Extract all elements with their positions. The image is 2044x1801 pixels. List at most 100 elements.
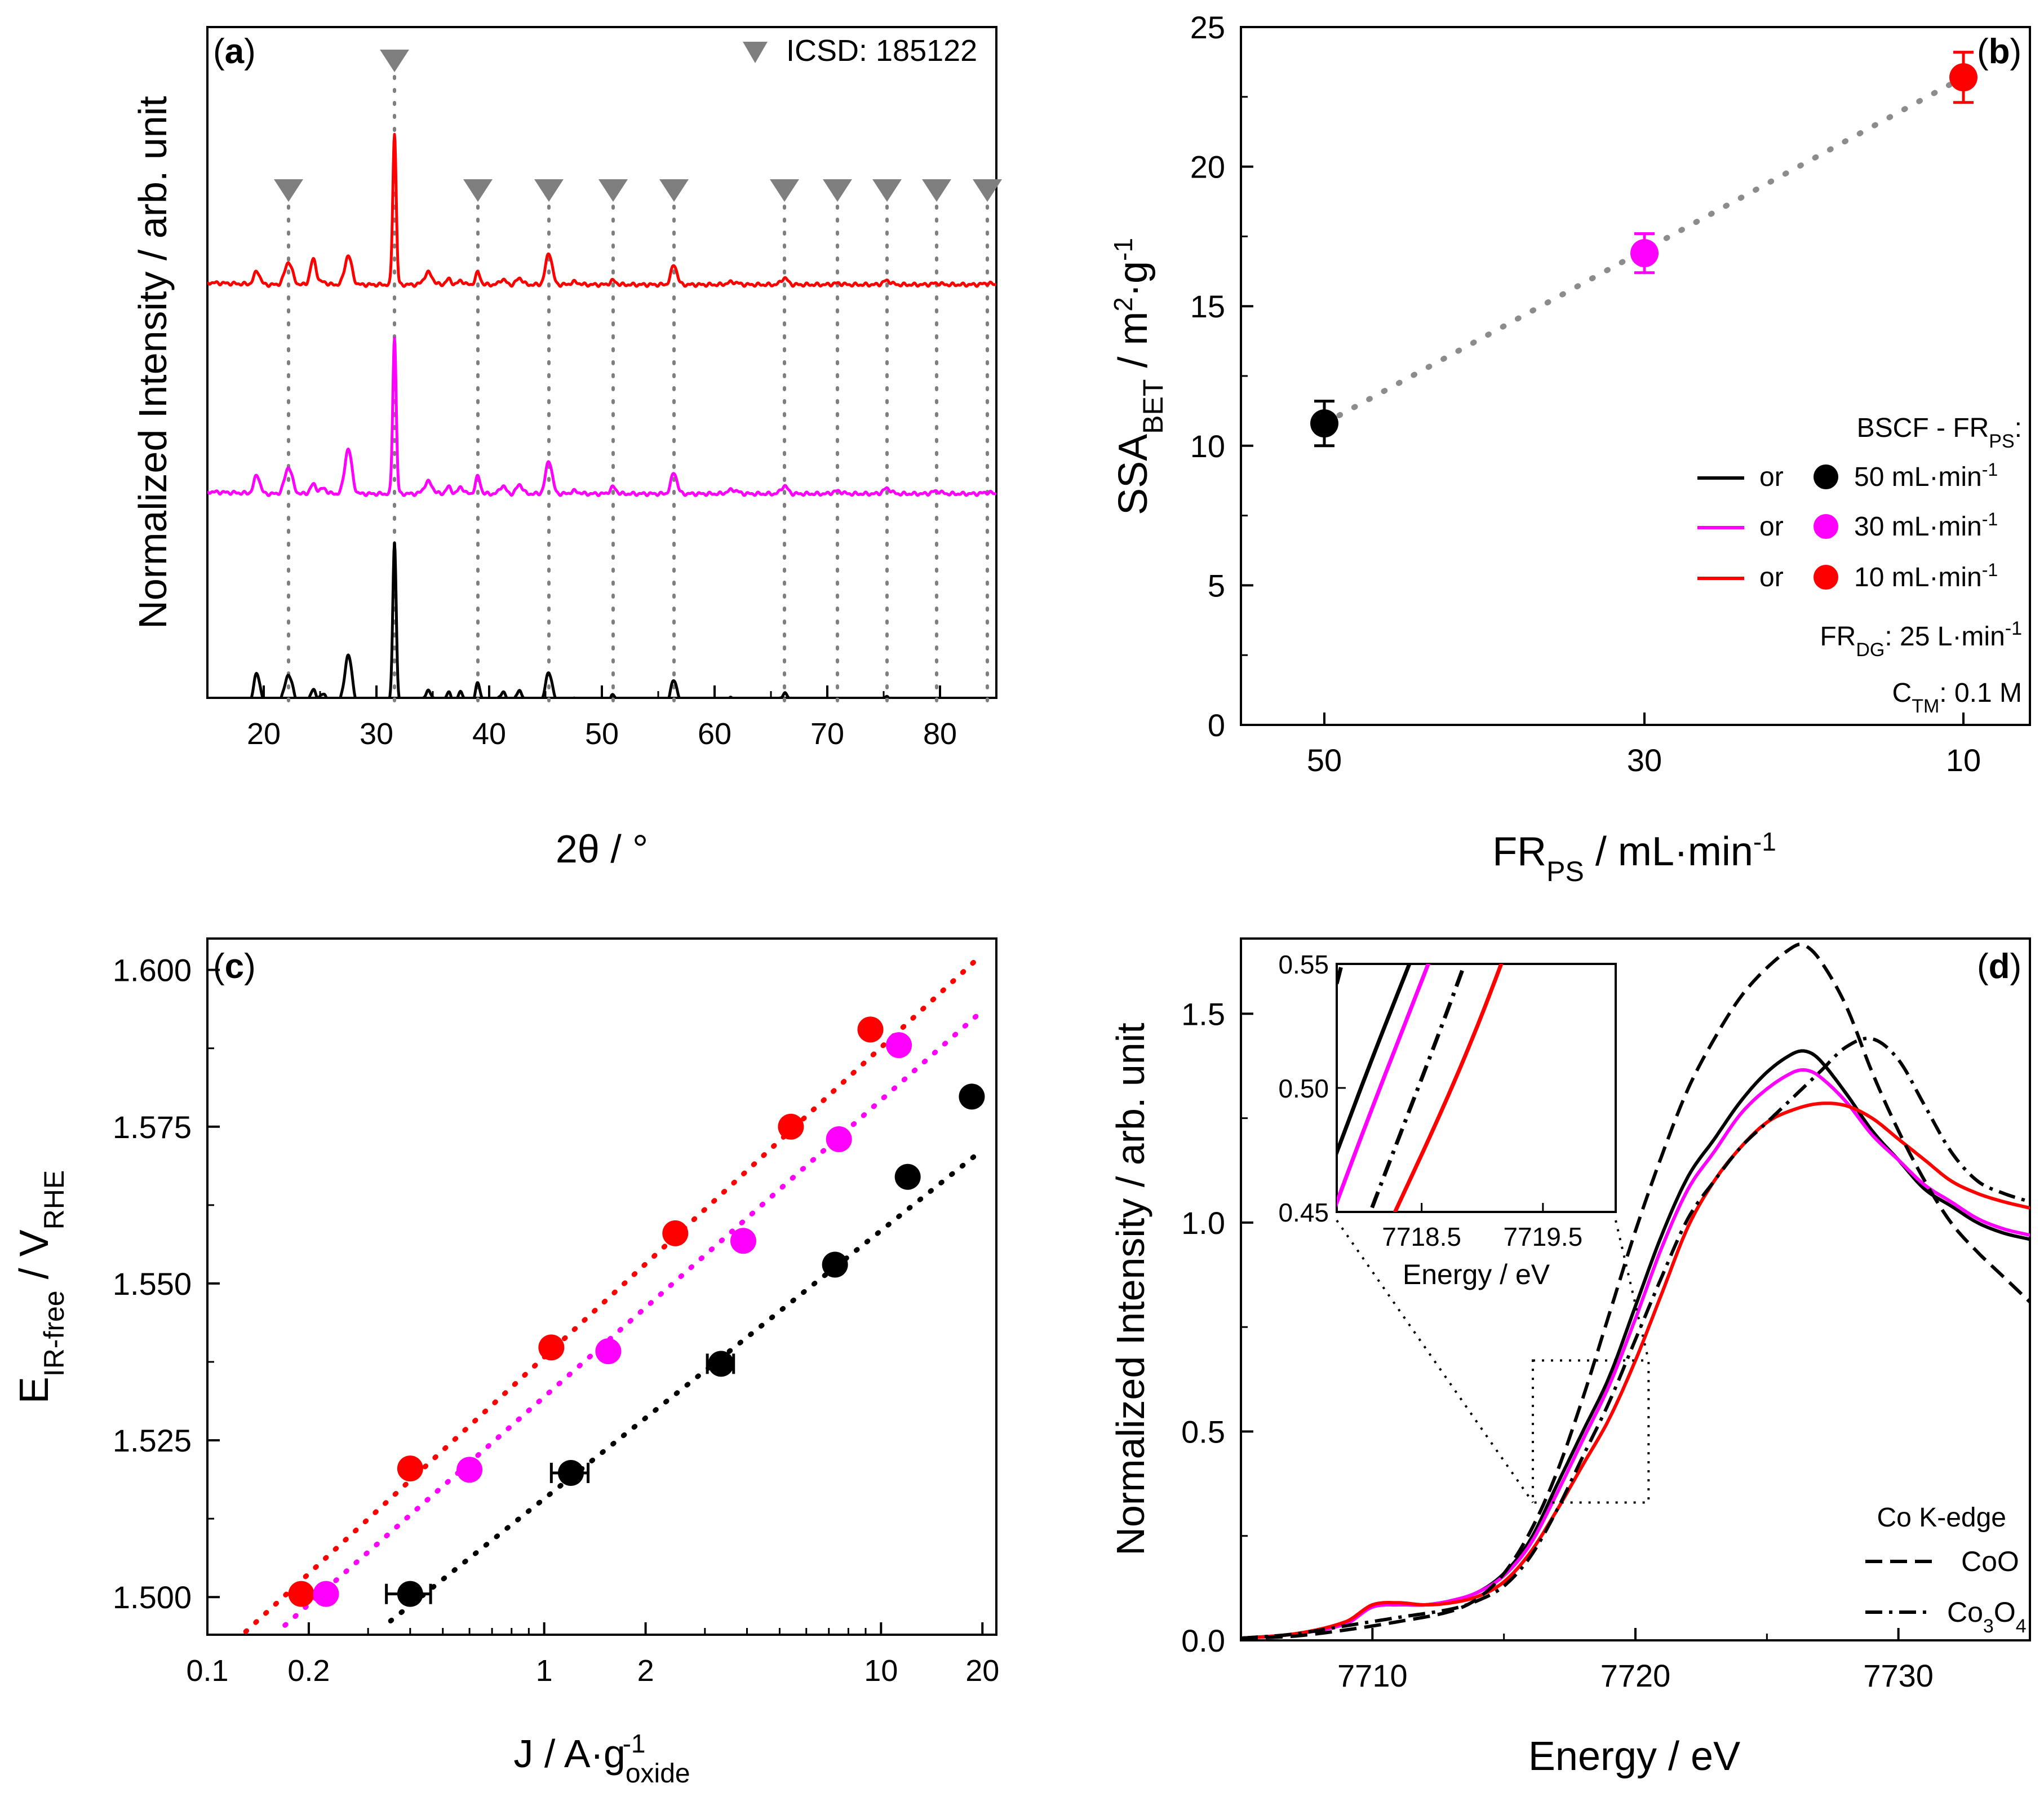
x-tick-label: 7710 xyxy=(1337,1658,1408,1693)
panel-b-label: (b) xyxy=(1977,32,2021,71)
legend-entry-superscript: -1 xyxy=(1982,560,1998,580)
y-tick-label: 0 xyxy=(1208,707,1225,743)
panel-b-legend: BSCF - FRPS: or 50 mL·min-1 or 30 mL·min-1 o… xyxy=(1697,413,2022,717)
reference-triangle-marker xyxy=(463,179,493,202)
inset-series-line xyxy=(1393,964,1504,1212)
x-tick-label: 0.2 xyxy=(287,1654,330,1688)
panel-b-y-axis: 0 5 10 15 20 25 xyxy=(1190,10,1253,743)
inset-frame xyxy=(1336,963,1617,1213)
panel-d-xlabel: Energy / eV xyxy=(1528,1734,1740,1779)
legend-entry-superscript: -1 xyxy=(1982,509,1998,529)
y-tick-label: 1.575 xyxy=(113,1109,192,1145)
x-tick-label: 10 xyxy=(864,1654,898,1688)
panel-d-y-axis: 0.0 0.5 1.0 1.5 xyxy=(1181,996,1253,1658)
panel-a-xrd-curves xyxy=(207,132,996,698)
panel-a-x-axis: 20 30 40 50 60 70 80 xyxy=(206,685,997,751)
panel-b-x-axis: 50 30 10 xyxy=(1307,713,1981,778)
inset-series-line xyxy=(1337,964,1412,1158)
legend-connector-label: or xyxy=(1759,563,1784,592)
data-point xyxy=(778,1113,804,1140)
panel-d-ylabel: Normalized Intensity / arb. unit xyxy=(1109,1023,1152,1555)
y-tick-label: 1.525 xyxy=(113,1423,192,1458)
x-tick-label: 70 xyxy=(810,717,844,751)
y-tick-label: 0.5 xyxy=(1181,1414,1225,1449)
data-point xyxy=(456,1457,483,1483)
legend-marker-swatch xyxy=(1814,565,1838,590)
inset-y-tick-label: 0.45 xyxy=(1278,1198,1329,1227)
y-tick-label: 15 xyxy=(1190,289,1225,324)
trend-dotted-line xyxy=(1322,74,1966,427)
data-point xyxy=(959,1083,985,1110)
panel-d-x-axis: 7710 7720 7730 xyxy=(1240,1628,2031,1693)
panel-c-frame xyxy=(206,937,997,1636)
panel-a-label: (a) xyxy=(213,32,256,71)
x-tick-label: 30 xyxy=(360,717,393,751)
fit-dotted-line xyxy=(243,952,985,1634)
reference-triangle-marker xyxy=(973,179,1002,202)
x-tick-label: 20 xyxy=(965,1654,999,1688)
inset-y-tick-label: 0.50 xyxy=(1278,1074,1329,1103)
y-tick-label: 1.5 xyxy=(1181,996,1225,1032)
panel-c-xlabel: J / A·goxide-1 xyxy=(513,1729,690,1789)
legend-entry-superscript: -1 xyxy=(1982,459,1998,480)
data-point xyxy=(1310,409,1338,438)
x-tick-label: 7730 xyxy=(1863,1658,1934,1693)
inset-x-tick-label: 7718.5 xyxy=(1382,1222,1461,1251)
data-point xyxy=(894,1163,921,1190)
data-point xyxy=(397,1581,423,1607)
panel-b-data-points xyxy=(1310,51,1978,448)
legend-entry-label: 50 mL·min-1 xyxy=(1854,459,1998,492)
panel-c-ylabel: EIR-free / VRHE xyxy=(12,1170,70,1404)
inset-xlabel: Energy / eV xyxy=(1403,1259,1550,1290)
data-point xyxy=(857,1016,884,1043)
panel-a-reference-markers xyxy=(274,50,1002,706)
y-tick-label: 1.0 xyxy=(1181,1205,1225,1241)
data-point xyxy=(288,1581,314,1607)
panel-c-x-axis: 0.1 0.2 1 2 10 20 xyxy=(186,1622,999,1688)
x-tick-label: 40 xyxy=(472,717,506,751)
inset-y-tick-label: 0.55 xyxy=(1278,950,1329,979)
y-tick-label: 1.550 xyxy=(113,1266,192,1302)
zoom-region-box xyxy=(1532,1359,1650,1504)
y-tick-label: 5 xyxy=(1208,568,1225,603)
panel-b-ssa: 0 5 10 15 20 25 50 30 10 (b) FRPS / mL·min-1 SS… xyxy=(1109,10,2031,887)
panel-a-xrd: 20 30 40 50 60 70 80 (a) ICSD: 185122 2θ / ° N… xyxy=(131,26,1002,871)
x-tick-label: 30 xyxy=(1627,742,1662,778)
reference-triangle-marker xyxy=(598,179,628,202)
y-tick-label: 0.0 xyxy=(1181,1623,1225,1658)
x-tick-label: 80 xyxy=(923,717,957,751)
panel-b-frame xyxy=(1240,26,2031,726)
reference-triangle-marker xyxy=(872,179,902,202)
xrd-series-line xyxy=(250,541,992,698)
x-tick-label: 20 xyxy=(247,717,281,751)
data-point xyxy=(1630,239,1659,268)
panel-d-inset: 0.45 0.50 0.55 7718.5 7719.5 Energy / eV xyxy=(1278,950,1617,1290)
panel-d-label: (d) xyxy=(1977,947,2021,986)
xanes-series-line xyxy=(1241,942,2030,1640)
x-tick-label: 2 xyxy=(637,1654,654,1688)
panel-c-tafel: 1.500 1.525 1.550 1.575 1.600 0.1 0.2 1 2 10 20 (… xyxy=(12,937,999,1789)
panel-a-reference-legend: ICSD: 185122 xyxy=(743,34,977,68)
reference-triangle-marker xyxy=(380,50,409,72)
reference-triangle-marker xyxy=(770,179,799,202)
reference-triangle-marker xyxy=(534,179,564,202)
legend-marker-swatch xyxy=(1814,514,1838,539)
panel-a-ylabel: Normalized Intensity / arb. unit xyxy=(131,96,175,629)
x-tick-label: 1 xyxy=(536,1654,553,1688)
data-point xyxy=(1949,63,1978,92)
panel-d-zoom-box xyxy=(1336,1219,1650,1504)
panel-c-label: (c) xyxy=(213,947,256,986)
inset-series-line xyxy=(1368,964,1467,1212)
legend-connector-label: or xyxy=(1759,462,1784,492)
reference-label: ICSD: 185122 xyxy=(786,34,977,68)
panel-a-xlabel: 2θ / ° xyxy=(556,827,648,871)
data-point xyxy=(538,1334,565,1361)
y-tick-label: 25 xyxy=(1190,10,1225,45)
panel-c-y-axis: 1.500 1.525 1.550 1.575 1.600 xyxy=(113,953,220,1615)
xanes-series-line xyxy=(1241,1101,2030,1640)
legend-entry-label: 10 mL·min-1 xyxy=(1854,560,1998,592)
inset-curves xyxy=(1337,964,1504,1212)
fit-dotted-line xyxy=(388,1147,985,1624)
panel-b-xlabel: FRPS / mL·min-1 xyxy=(1492,827,1776,887)
legend-coo-label: CoO xyxy=(1961,1546,2019,1577)
